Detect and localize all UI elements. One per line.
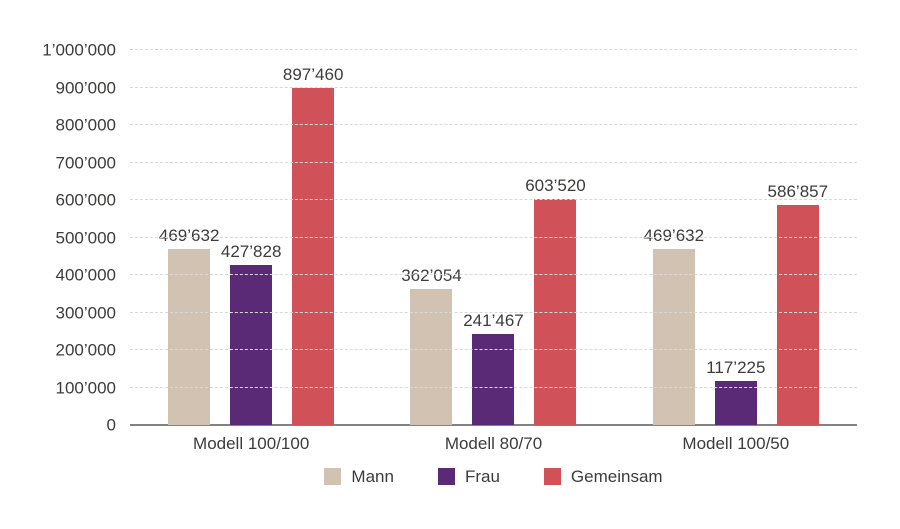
y-tick-label: 0 — [106, 415, 116, 435]
bar-mann: 469’632 — [159, 227, 219, 425]
gridline — [130, 86, 857, 88]
bar — [714, 381, 757, 425]
bar — [410, 289, 453, 425]
bar-frau: 117’225 — [706, 359, 765, 425]
bar — [168, 248, 211, 425]
legend-item-gemeinsam: Gemeinsam — [543, 467, 663, 486]
bar-group: 469’632 117’225 586’857 — [615, 50, 857, 425]
bar-value-label: 603’520 — [525, 175, 586, 195]
legend-swatch-icon — [437, 468, 455, 485]
bar — [776, 204, 819, 425]
y-tick-label: 800’000 — [55, 115, 116, 135]
category-label: Modell 100/50 — [682, 434, 790, 453]
bar-value-label: 897’460 — [282, 65, 344, 85]
bar-value-label: 586’857 — [767, 181, 829, 201]
bar-group: 469’632 427’828 897’460 — [130, 50, 372, 425]
bar-gemeinsam: 586’857 — [768, 183, 828, 425]
x-axis-labels: Modell 100/100 Modell 80/70 Modell 100/50 — [130, 434, 857, 454]
gridline — [130, 349, 857, 350]
bar-value-label: 241’467 — [463, 311, 524, 331]
bar — [652, 248, 695, 425]
legend: Mann Frau Gemeinsam — [130, 468, 857, 485]
y-tick-label: 700’000 — [55, 153, 116, 172]
gridline — [130, 161, 857, 163]
y-tick-label: 500’000 — [55, 228, 116, 247]
y-tick-label: 100’000 — [55, 378, 116, 397]
legend-item-mann: Mann — [324, 468, 394, 485]
legend-item-frau: Frau — [437, 467, 500, 486]
legend-label: Mann — [351, 467, 394, 486]
y-tick-label: 400’000 — [55, 265, 116, 285]
bar-frau: 427’828 — [221, 243, 281, 425]
gridline — [130, 199, 857, 200]
gridline — [130, 386, 857, 388]
y-tick-label: 900’000 — [55, 78, 116, 97]
bar-group: 362’054 241’467 603’520 — [372, 50, 614, 425]
gridline — [130, 124, 857, 125]
bar-groups: 469’632 427’828 897’460 362’054 241’467 603’5… — [130, 50, 857, 425]
gridline — [130, 274, 857, 275]
bar-gemeinsam: 897’460 — [283, 66, 343, 425]
legend-swatch-icon — [543, 468, 561, 485]
y-tick-label: 300’000 — [55, 303, 116, 322]
plot-area: 469’632 427’828 897’460 362’054 241’467 603’5… — [130, 49, 857, 426]
gridline — [130, 49, 857, 50]
bar-value-label: 362’054 — [401, 266, 462, 286]
bar-value-label: 427’828 — [220, 241, 282, 261]
category-label: Modell 80/70 — [444, 434, 543, 453]
bar-value-label: 469’632 — [643, 225, 705, 245]
legend-label: Gemeinsam — [570, 467, 663, 486]
y-tick-label: 200’000 — [55, 340, 116, 360]
y-tick-label: 1’000’000 — [42, 40, 116, 60]
category-label: Modell 100/100 — [193, 434, 310, 453]
gridline — [130, 236, 857, 238]
bar-mann: 362’054 — [401, 267, 462, 425]
y-tick-label: 600’000 — [55, 190, 116, 210]
legend-label: Frau — [464, 467, 500, 486]
legend-swatch-icon — [324, 468, 342, 485]
gridline — [130, 311, 857, 313]
bar-mann: 469’632 — [644, 227, 704, 425]
y-axis-labels: 0 100’000 200’000 300’000 400’000 500’000 600’… — [0, 42, 116, 434]
x-axis-line — [130, 424, 857, 426]
bar — [230, 264, 273, 425]
bar — [292, 88, 335, 425]
bar-value-label: 469’632 — [158, 225, 220, 245]
bar-value-label: 117’225 — [706, 358, 766, 378]
